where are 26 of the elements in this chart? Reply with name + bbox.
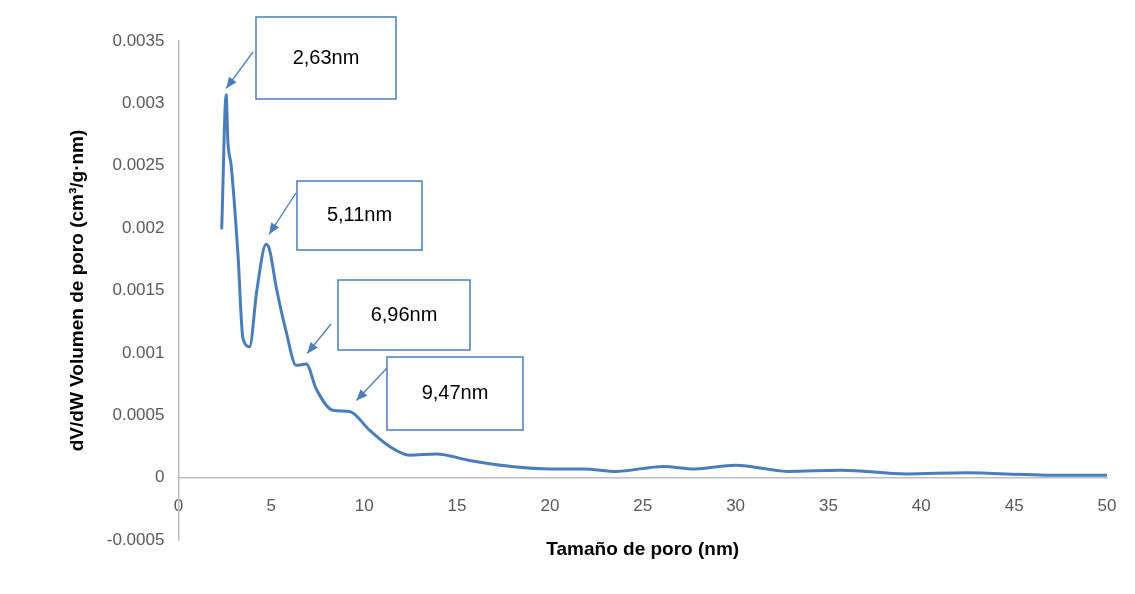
annotation: 5,11nm: [326, 203, 393, 226]
x-tick-label: 5: [266, 495, 277, 515]
y-tick-label: -0.0005: [106, 529, 165, 549]
y-tick-label: 0.0015: [112, 280, 165, 300]
line-series: [220, 93, 1107, 477]
x-tick-label: 25: [633, 495, 653, 515]
x-tick-label: 45: [1004, 495, 1024, 515]
y-tick-label: 0.0035: [112, 30, 165, 50]
annotation: 6,96nm: [370, 302, 438, 325]
x-tick-label: 10: [354, 495, 374, 515]
y-axis-title: dV/dW Volumen de poro (cm³/g·nm): [65, 129, 87, 452]
annotation: 2,63nm: [292, 45, 360, 68]
x-axis-title: Tamaño de poro (nm): [546, 537, 740, 559]
x-tick-label: 35: [818, 495, 838, 515]
y-tick-label: 0.001: [121, 342, 165, 362]
y-tick-label: 0.0005: [112, 404, 165, 424]
y-tick-label: 0: [154, 467, 165, 487]
y-tick-label: 0.002: [121, 217, 165, 237]
annotation: 9,47nm: [421, 381, 489, 404]
x-tick-label: 40: [911, 495, 931, 515]
y-tick-label: 0.003: [121, 93, 165, 113]
x-tick-label: 15: [447, 495, 467, 515]
x-tick-label: 50: [1097, 495, 1117, 515]
x-tick-label: 20: [540, 495, 560, 515]
x-tick-label: 30: [726, 495, 746, 515]
y-tick-label: 0.0025: [112, 155, 165, 175]
